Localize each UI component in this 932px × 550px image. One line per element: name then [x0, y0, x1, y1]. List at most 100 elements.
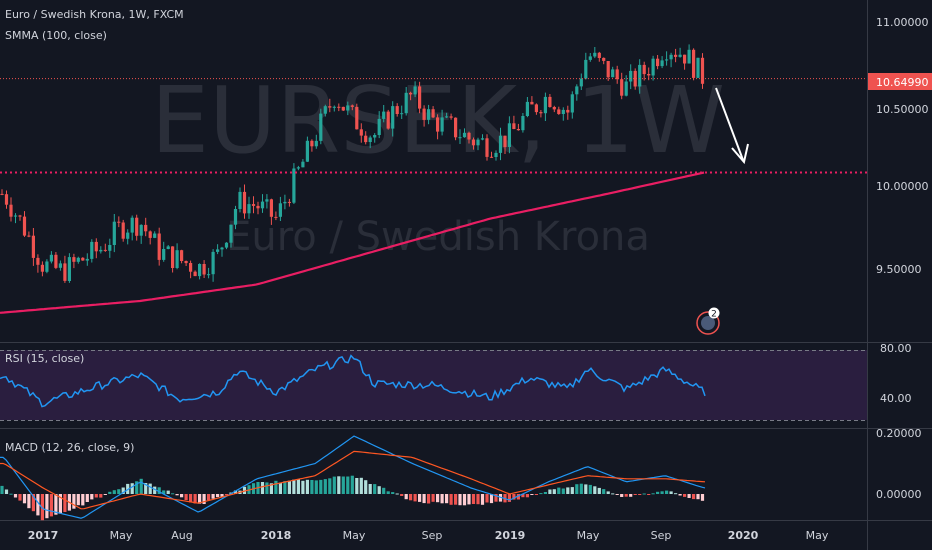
- rsi-label[interactable]: RSI (15, close): [5, 352, 84, 365]
- candle-body: [180, 250, 184, 261]
- candle-body: [108, 245, 112, 251]
- candle-body: [422, 108, 426, 120]
- macd-histogram-bar: [301, 480, 305, 494]
- candle-body: [615, 69, 619, 80]
- macd-histogram-bar: [76, 494, 80, 506]
- macd-histogram-bar: [669, 491, 673, 494]
- time-label: Sep: [651, 529, 672, 542]
- candle-body: [198, 264, 202, 277]
- rsi-line: [0, 354, 706, 408]
- macd-histogram-bar: [606, 491, 610, 494]
- macd-histogram-bar: [94, 494, 98, 498]
- candle-body: [184, 261, 188, 264]
- candle-body: [135, 217, 139, 236]
- candle-body: [409, 92, 413, 95]
- macd-histogram-bar: [72, 494, 76, 509]
- candle-body: [575, 86, 579, 95]
- candle-body: [332, 106, 336, 108]
- macd-histogram-bar: [58, 494, 62, 514]
- candle-body: [103, 249, 107, 251]
- candle-body: [368, 137, 372, 142]
- macd-histogram-bar: [90, 494, 94, 500]
- candle-body: [588, 56, 592, 60]
- candle-body: [346, 105, 350, 111]
- macd-histogram-bar: [445, 494, 449, 504]
- rsi-band: [0, 350, 867, 420]
- macd-histogram-bar: [22, 494, 27, 504]
- candle-body: [22, 216, 27, 236]
- candle-body: [251, 204, 256, 206]
- macd-label[interactable]: MACD (12, 26, close, 9): [5, 441, 134, 454]
- macd-histogram-bar: [454, 494, 458, 505]
- candle-body: [211, 251, 215, 275]
- candle-body: [633, 70, 637, 87]
- macd-histogram-bar: [620, 494, 624, 497]
- macd-histogram-bar: [18, 494, 22, 501]
- candle-body: [700, 57, 705, 84]
- candle-body: [525, 101, 529, 116]
- macd-histogram-bar: [350, 475, 354, 494]
- macd-histogram-bar: [615, 494, 619, 495]
- projection-arrow[interactable]: [715, 87, 749, 165]
- macd-histogram-bar: [539, 493, 543, 495]
- candle-body: [530, 101, 534, 105]
- candle-body: [283, 201, 287, 204]
- macd-histogram-bar: [611, 493, 615, 495]
- macd-histogram-bar: [674, 493, 678, 495]
- candle-body: [642, 64, 646, 75]
- candle-body: [175, 250, 179, 268]
- event-count: 2: [711, 310, 717, 320]
- candle-body: [310, 140, 314, 147]
- macd-histogram-bar: [418, 494, 422, 502]
- macd-histogram-bar: [171, 493, 175, 495]
- macd-histogram-bar: [534, 494, 538, 495]
- macd-histogram-bar: [543, 492, 547, 494]
- candle-body: [247, 204, 251, 214]
- macd-histogram-bar: [700, 494, 705, 501]
- macd-histogram-bar: [647, 494, 651, 495]
- macd-histogram-bar: [341, 476, 345, 494]
- macd-histogram-bar: [207, 494, 211, 501]
- macd-histogram-bar: [36, 494, 40, 516]
- candle-body: [305, 140, 309, 162]
- macd-histogram-bar: [377, 486, 381, 494]
- candle-body: [512, 123, 516, 129]
- candle-body: [413, 86, 417, 95]
- candle-body: [476, 139, 480, 146]
- candle-body: [678, 54, 682, 57]
- macd-histogram-bar: [103, 494, 107, 495]
- candle-body: [292, 168, 296, 203]
- candle-body: [58, 263, 62, 268]
- macd-histogram-bar: [54, 494, 58, 515]
- candle-body: [436, 117, 440, 132]
- macd-histogram-bar: [175, 494, 179, 496]
- macd-histogram-bar: [683, 494, 687, 497]
- signal-line: [0, 450, 706, 510]
- candle-body: [90, 241, 94, 259]
- candle-body: [462, 132, 467, 138]
- macd-histogram-bar: [81, 494, 85, 506]
- macd-histogram-bar: [292, 479, 296, 494]
- macd-histogram-bar: [525, 494, 529, 498]
- macd-histogram-bar: [346, 476, 350, 494]
- candle-body: [458, 137, 462, 139]
- candle-body: [166, 246, 170, 249]
- macd-histogram-bar: [467, 494, 471, 505]
- candle-body: [404, 92, 408, 114]
- macd-histogram-bar: [687, 494, 691, 498]
- time-axis[interactable]: 2017 May Aug 2018 May Sep 2019 May Sep 2020 May: [28, 529, 829, 542]
- candle-body: [557, 109, 561, 114]
- rsi-tick: 40.00: [880, 392, 912, 405]
- indicator-label[interactable]: SMMA (100, close): [5, 29, 107, 42]
- macd-histogram-bar: [449, 494, 453, 505]
- macd-histogram-bar: [202, 494, 206, 504]
- candle-body: [287, 201, 291, 203]
- macd-histogram-bar: [117, 489, 121, 494]
- candle-body: [121, 222, 125, 239]
- candle-body: [516, 129, 520, 131]
- candle-body: [139, 224, 143, 236]
- macd-tick: 0.00000: [876, 488, 922, 501]
- price-axis[interactable]: 11.00000 10.50000 10.00000 9.50000 10.64…: [868, 16, 932, 501]
- event-badge[interactable]: 2: [696, 307, 720, 335]
